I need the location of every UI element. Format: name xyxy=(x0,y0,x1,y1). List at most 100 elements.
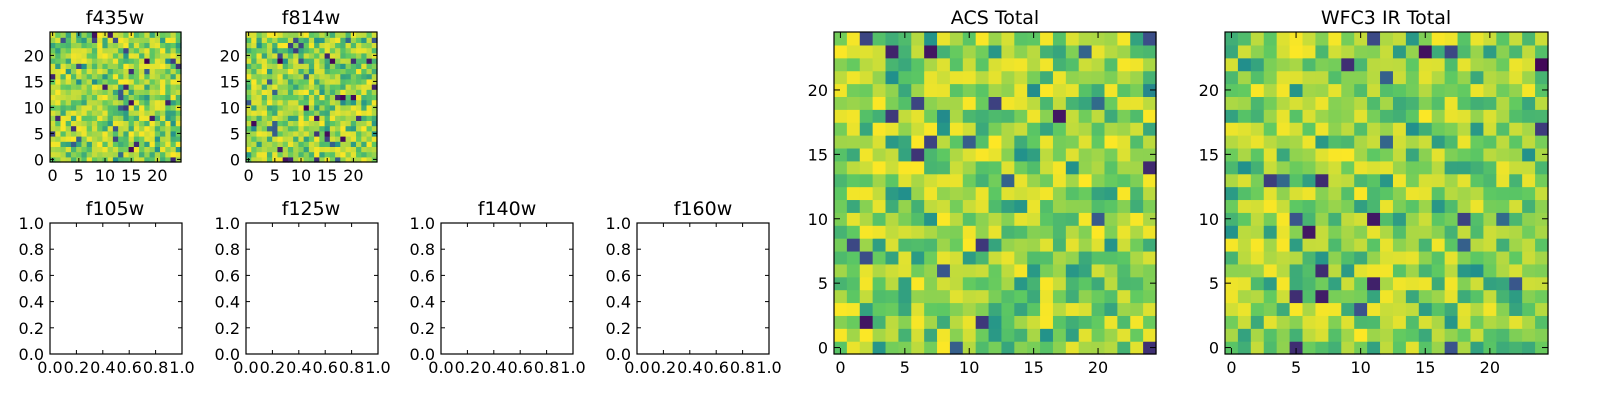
heatmap-cell xyxy=(1496,147,1510,162)
heatmap-cell xyxy=(86,84,93,90)
heatmap-cell xyxy=(1405,122,1420,136)
heatmap-cell xyxy=(112,73,119,80)
heatmap-cell xyxy=(1014,160,1028,175)
heatmap-cell xyxy=(112,125,119,132)
heatmap-cell xyxy=(1014,96,1028,110)
heatmap-cell xyxy=(975,250,990,265)
heatmap-cell xyxy=(139,146,145,153)
heatmap-cell xyxy=(340,32,347,38)
heatmap-cell xyxy=(272,146,279,153)
heatmap-cell xyxy=(144,78,151,85)
heatmap-cell xyxy=(272,120,279,127)
heatmap-cell xyxy=(154,84,161,90)
heatmap-cell xyxy=(277,32,284,38)
heatmap-cell xyxy=(160,78,166,85)
heatmap-cell xyxy=(1027,199,1041,213)
heatmap-cell xyxy=(1444,32,1459,46)
heatmap-cell xyxy=(251,141,258,147)
heatmap-cell xyxy=(1380,96,1394,110)
heatmap-cell xyxy=(282,120,289,127)
heatmap-cell xyxy=(261,32,268,38)
heatmap-cell xyxy=(859,57,874,72)
heatmap-cell xyxy=(1027,341,1041,355)
heatmap-cell xyxy=(123,146,130,153)
heatmap-cell xyxy=(1237,147,1252,162)
heatmap-cell xyxy=(988,70,1003,85)
heatmap-cell xyxy=(170,42,177,49)
heatmap-cell xyxy=(1014,289,1028,304)
heatmap-cell xyxy=(1367,83,1381,97)
heatmap-cell xyxy=(356,99,362,106)
heatmap-cell xyxy=(303,47,310,54)
heatmap-cell xyxy=(1418,186,1433,201)
heatmap-cell xyxy=(1263,238,1278,252)
heatmap-cell xyxy=(1302,212,1317,226)
heatmap-cell xyxy=(937,212,951,226)
heatmap-cell xyxy=(118,125,124,132)
heatmap-cell xyxy=(345,32,352,38)
heatmap-cell xyxy=(65,146,72,153)
heatmap-cell xyxy=(1535,173,1549,188)
heatmap-cell xyxy=(70,110,77,116)
heatmap-cell xyxy=(293,110,299,116)
heatmap-cell xyxy=(885,276,899,291)
heatmap-cell xyxy=(107,136,114,142)
heatmap-cell xyxy=(1263,212,1278,226)
y-tick-label: 0.8 xyxy=(606,240,631,259)
heatmap-cell xyxy=(1237,186,1252,201)
heatmap-cell xyxy=(345,89,352,95)
heatmap-cell xyxy=(128,78,135,85)
heatmap-cell xyxy=(911,212,925,226)
heatmap-cell xyxy=(1263,135,1278,149)
heatmap-cell xyxy=(962,225,977,239)
heatmap-cell xyxy=(139,42,145,49)
heatmap-cell xyxy=(1328,147,1342,162)
heatmap-cell xyxy=(859,238,874,252)
heatmap-cell xyxy=(1354,32,1368,46)
heatmap-cell xyxy=(1014,225,1028,239)
heatmap-cell xyxy=(1302,135,1317,149)
heatmap-cell xyxy=(55,115,62,121)
heatmap-cell xyxy=(277,89,284,95)
heatmap-cell xyxy=(123,141,130,147)
heatmap-cell xyxy=(97,32,103,38)
heatmap-cell xyxy=(937,328,951,342)
heatmap-cell xyxy=(1276,173,1291,188)
heatmap-cell xyxy=(1392,212,1407,226)
heatmap-cell xyxy=(272,37,279,43)
heatmap-cell xyxy=(308,99,315,106)
heatmap-cell xyxy=(277,42,284,49)
heatmap-cell xyxy=(308,37,315,43)
heatmap-cell xyxy=(60,89,67,95)
heatmap-cell xyxy=(1130,263,1144,278)
heatmap-cell xyxy=(65,37,72,43)
heatmap-cell xyxy=(70,120,77,127)
heatmap-cell xyxy=(1431,83,1446,97)
heatmap-cell xyxy=(86,99,93,106)
heatmap-cell xyxy=(246,73,252,80)
x-tick-label: 1.0 xyxy=(756,358,781,377)
heatmap-cell xyxy=(366,136,373,142)
heatmap-cell xyxy=(261,120,268,127)
heatmap-cell xyxy=(1509,135,1523,149)
heatmap-cell xyxy=(1380,147,1394,162)
heatmap-cell xyxy=(282,99,289,106)
heatmap-cell xyxy=(1130,147,1144,162)
heatmap-cell xyxy=(834,315,848,329)
heatmap-cell xyxy=(102,99,109,106)
heatmap-cell xyxy=(911,276,925,291)
heatmap-cell xyxy=(319,130,326,137)
heatmap-cell xyxy=(1052,147,1067,162)
heatmap-cell xyxy=(102,58,109,64)
heatmap-cell xyxy=(293,120,299,127)
heatmap-cell xyxy=(1418,212,1433,226)
heatmap-cell xyxy=(293,73,299,80)
heatmap-cell xyxy=(988,83,1003,97)
heatmap-cell xyxy=(340,52,347,59)
heatmap-cell xyxy=(287,141,294,147)
heatmap-cell xyxy=(165,110,172,116)
heatmap-cell xyxy=(81,125,88,132)
heatmap-cell xyxy=(128,37,135,43)
heatmap-cell xyxy=(1250,199,1265,213)
heatmap-cell xyxy=(1078,186,1093,201)
